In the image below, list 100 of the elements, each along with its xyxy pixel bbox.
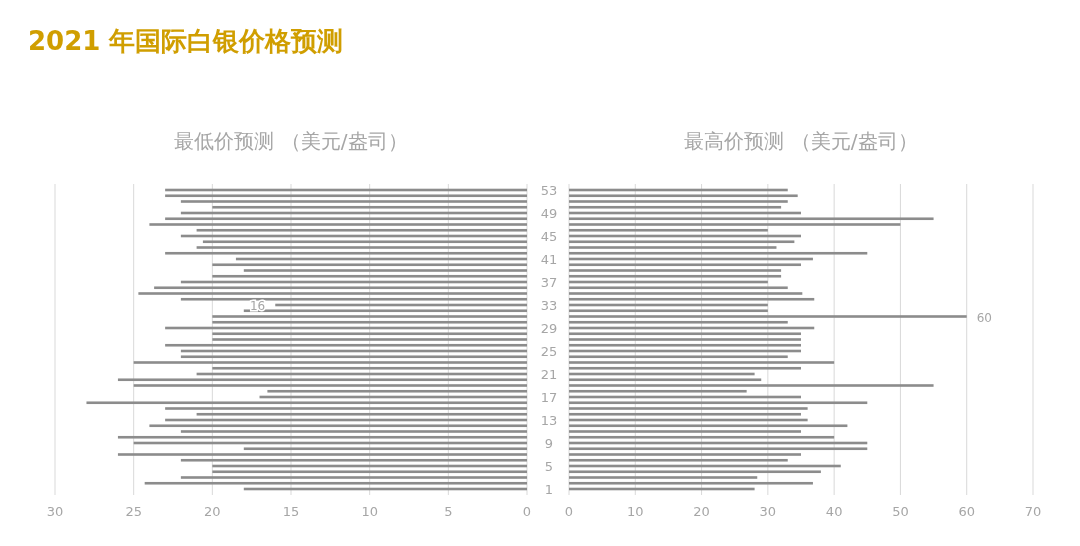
bar: [165, 194, 527, 198]
bar: [569, 309, 768, 313]
bar: [569, 251, 868, 255]
y-tick-label: 17: [540, 390, 558, 405]
bar: [569, 246, 777, 249]
bar: [180, 297, 527, 301]
y-tick-label: 21: [540, 367, 558, 382]
bar: [212, 470, 527, 474]
bar: [569, 338, 801, 341]
y-tick-label: 29: [540, 321, 558, 336]
bar: [202, 240, 527, 244]
bar: [569, 194, 798, 198]
bar: [165, 251, 527, 255]
bar: [149, 424, 527, 428]
bar: [165, 217, 527, 221]
bar: [154, 286, 527, 290]
bar: [180, 200, 527, 203]
y-tick-label: 1: [544, 482, 554, 497]
bar: [212, 205, 527, 209]
bar: [196, 228, 527, 232]
bar: [212, 366, 527, 370]
bar: [569, 458, 788, 462]
bar: [212, 332, 527, 336]
bar: [569, 378, 762, 382]
bar: [196, 412, 527, 416]
x-tick-label: 30: [759, 504, 777, 519]
x-tick-label: 20: [204, 504, 221, 519]
bar: [165, 343, 527, 347]
bar: [569, 332, 801, 336]
x-tick-label: 50: [892, 504, 909, 519]
x-tick-label: 5: [444, 504, 453, 519]
bar: [212, 315, 527, 318]
bar: [196, 246, 527, 249]
bar: [165, 407, 527, 410]
bar: [569, 292, 803, 295]
x-tick-label: 40: [825, 504, 843, 519]
bar: [569, 366, 801, 370]
bar: [569, 401, 868, 405]
bar: [569, 240, 795, 244]
bar: [569, 355, 788, 359]
bar: [569, 384, 934, 387]
bar: [117, 453, 527, 456]
bar: [212, 274, 527, 278]
bar: [569, 361, 835, 364]
y-tick-label: 49: [540, 206, 558, 221]
bar: [133, 361, 527, 364]
x-tick-label: 15: [282, 504, 300, 519]
bar: [117, 378, 527, 382]
x-tick-label: 0: [522, 504, 532, 519]
bar: [133, 384, 527, 387]
x-tick-label: 25: [125, 504, 142, 519]
y-tick-label: 45: [540, 229, 558, 244]
bar: [86, 401, 527, 405]
bar: [569, 286, 788, 290]
x-tick-label: 60: [958, 504, 975, 519]
bar: [180, 430, 527, 433]
y-tick-label: 37: [540, 275, 558, 290]
bar: [138, 292, 527, 295]
y-tick-label: 33: [540, 298, 558, 313]
x-tick-label: 70: [1024, 504, 1042, 519]
bar: [569, 435, 835, 439]
bar: [144, 481, 527, 485]
bar: [569, 430, 801, 433]
bar: [180, 476, 527, 479]
bar: [569, 200, 788, 203]
bar: [569, 315, 967, 318]
bar: [569, 389, 747, 393]
y-tick-label: 9: [544, 436, 554, 451]
bar: [569, 205, 782, 209]
bar: [569, 217, 934, 221]
bar: [569, 453, 801, 456]
chart-title: 2021 年国际白银价格预测: [28, 26, 344, 56]
bar: [149, 223, 527, 226]
x-tick-label: 0: [564, 504, 574, 519]
bar: [569, 447, 868, 451]
y-tick-label: 41: [540, 252, 558, 267]
bar: [117, 435, 527, 439]
bar: [569, 343, 801, 347]
bar: [243, 269, 527, 272]
y-tick-label: 25: [540, 344, 558, 359]
bar: [180, 355, 527, 359]
bar: [212, 338, 527, 341]
bar: [212, 320, 527, 324]
chart-subtitle: 最低价预测 （美元/盎司）: [174, 129, 408, 153]
bar: [569, 481, 813, 485]
x-tick-label: 30: [46, 504, 64, 519]
bar: [569, 476, 758, 479]
bar: [569, 424, 848, 428]
bar: [569, 297, 815, 301]
x-tick-label: 20: [693, 504, 710, 519]
bar: [180, 458, 527, 462]
bar: [569, 223, 901, 226]
bar: [569, 228, 768, 232]
bar: [569, 407, 808, 410]
bar: [267, 389, 527, 393]
y-tick-label: 5: [544, 459, 554, 474]
bar: [569, 470, 821, 474]
bar: [569, 412, 801, 416]
bar: [212, 263, 527, 267]
y-tick-label: 13: [540, 413, 558, 428]
